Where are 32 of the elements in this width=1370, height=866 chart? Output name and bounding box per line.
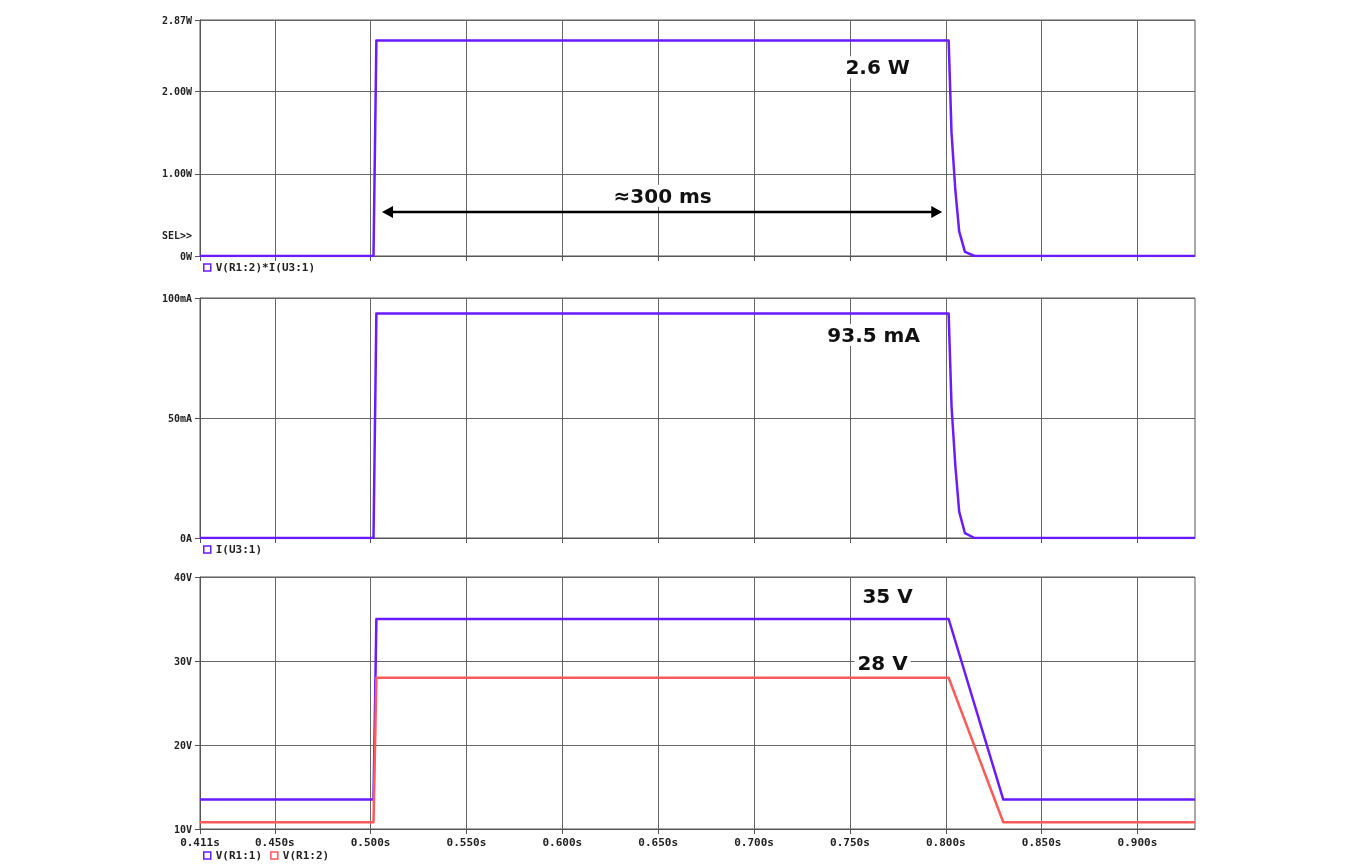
y-tick-label: 40V bbox=[173, 571, 192, 583]
legend-label: V(R1:2) bbox=[282, 849, 330, 862]
y-tick-label: 1.00W bbox=[161, 168, 193, 180]
y-tick-label: 0A bbox=[179, 532, 192, 544]
annotation: ≈300 ms bbox=[613, 183, 712, 208]
y-tick-label: 2.87W bbox=[161, 14, 193, 26]
x-tick-label: 0.900s bbox=[1117, 836, 1158, 849]
x-tick-label: 0.700s bbox=[734, 836, 774, 849]
y-tick-label: 0W bbox=[179, 250, 193, 262]
x-tick-label: 0.550s bbox=[446, 836, 487, 849]
x-tick-label: 0.600s bbox=[542, 836, 583, 849]
x-tick-label: 0.750s bbox=[830, 836, 870, 849]
annotation: 28 V bbox=[857, 650, 909, 675]
y-tick-label: 50mA bbox=[167, 412, 192, 424]
x-tick-label: 0.800s bbox=[925, 836, 966, 849]
y-tick-label: 2.00W bbox=[161, 86, 193, 98]
annotation: 2.6 W bbox=[845, 55, 910, 80]
legend-label: I(U3:1) bbox=[215, 543, 263, 556]
legend-label: V(R1:1) bbox=[215, 849, 263, 862]
annotation: 35 V bbox=[862, 583, 914, 608]
annotation: 93.5 mA bbox=[827, 322, 921, 347]
x-tick-label: 0.500s bbox=[350, 836, 391, 849]
text: SEL>> bbox=[162, 229, 193, 241]
y-tick-label: 20V bbox=[173, 739, 192, 751]
y-tick-label: 100mA bbox=[161, 292, 192, 304]
y-tick-label: 30V bbox=[173, 655, 192, 667]
x-tick-label: 0.850s bbox=[1021, 836, 1062, 849]
x-tick-label: 0.650s bbox=[638, 836, 679, 849]
x-tick-label: 0.450s bbox=[254, 836, 295, 849]
legend-label: V(R1:2)*I(U3:1) bbox=[215, 261, 316, 274]
y-tick-label: 10V bbox=[173, 823, 192, 835]
x-tick-label: 0.411s bbox=[180, 836, 220, 849]
